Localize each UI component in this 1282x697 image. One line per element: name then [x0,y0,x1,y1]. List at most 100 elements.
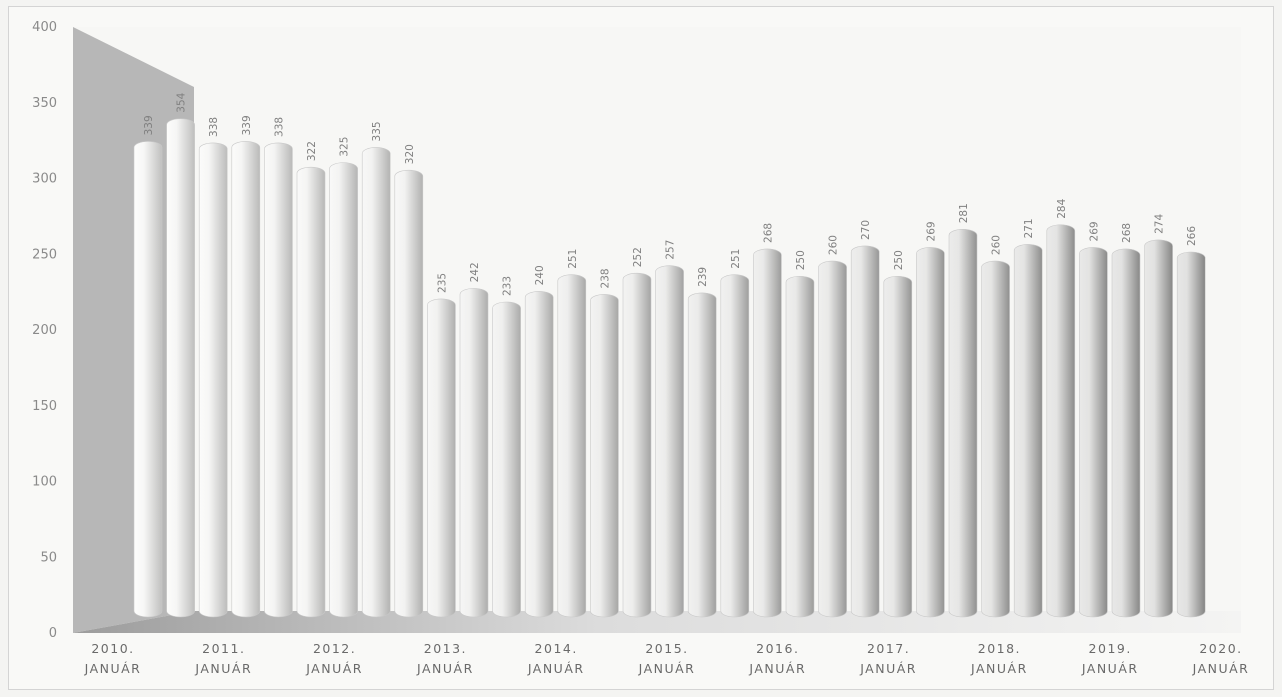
value-label-31: 274 [1154,214,1166,234]
y-tick-label: 300 [32,172,57,187]
value-label-7: 335 [371,121,383,141]
value-label-19: 268 [762,223,774,243]
bar-7 [361,147,391,618]
x-month-label: JANUÁR [305,661,363,676]
value-label-32: 266 [1186,226,1198,246]
x-year-label: 2011. [202,641,245,656]
x-month-label: JANUÁR [527,661,585,676]
bar-chart: 0 50 100 150 200 250 300 350 400 339 354 338 339 338… [32,20,1250,676]
y-tick-label: 200 [32,323,57,338]
x-year-label: 2013. [424,641,467,656]
bar-15 [622,272,652,618]
x-month-label: JANUÁR [1081,661,1139,676]
value-label-25: 281 [958,203,970,223]
bar-26 [981,260,1010,618]
y-tick-label: 250 [32,247,57,262]
bar-30 [1111,248,1141,618]
bar-27 [1013,244,1043,618]
x-month-label: JANUÁR [416,661,474,676]
y-axis: 0 50 100 150 200 250 300 350 400 [32,20,57,641]
x-year-label: 2010. [91,641,134,656]
x-axis: 2010. JANUÁR 2011. JANUÁR 2012. JANUÁR 2013. JA… [84,641,1250,676]
y-tick-label: 50 [40,550,57,565]
value-label-1: 354 [176,92,188,112]
bar-14 [590,294,619,618]
bar-8 [394,169,424,618]
x-year-label: 2020. [1199,641,1242,656]
chart-floor [73,611,1241,633]
bar-10 [459,288,489,618]
x-year-label: 2018. [978,641,1021,656]
value-label-6: 325 [339,137,351,157]
bar-32 [1176,251,1206,618]
chart-side-wall [73,27,194,633]
bar-12 [524,291,554,618]
x-year-label: 2014. [535,641,578,656]
bar-5 [296,166,326,618]
bars-group [73,118,1241,633]
bar-24 [916,247,945,618]
bar-22 [850,245,880,618]
value-label-8: 320 [404,144,416,164]
bar-18 [720,274,750,618]
y-tick-label: 350 [32,96,57,111]
value-label-12: 240 [534,265,546,285]
y-tick-label: 0 [49,626,57,641]
bar-25 [948,229,978,618]
bar-28 [1046,224,1076,618]
bar-17 [687,292,717,618]
value-label-28: 284 [1056,198,1068,218]
value-label-29: 269 [1088,221,1100,241]
value-label-3: 339 [241,115,253,135]
x-month-label: JANUÁR [859,661,917,676]
value-label-14: 238 [599,268,611,288]
value-label-10: 242 [469,262,481,282]
bar-9 [427,298,456,618]
value-label-0: 339 [143,115,155,135]
x-month-label: JANUÁR [194,661,252,676]
x-month-label: JANUÁR [638,661,696,676]
bar-1 [166,118,195,618]
value-label-18: 251 [730,249,742,269]
bar-6 [329,162,358,618]
value-label-13: 251 [567,249,579,269]
value-label-15: 252 [632,247,644,267]
bar-13 [557,274,587,618]
value-label-2: 338 [208,117,220,137]
value-label-9: 235 [436,273,448,293]
y-tick-label: 400 [32,20,57,35]
chart-frame: 0 50 100 150 200 250 300 350 400 339 354 338 339 338… [8,6,1274,690]
x-month-label: JANUÁR [84,661,142,676]
bar-19 [753,248,782,618]
x-month-label: JANUÁR [1192,661,1250,676]
bar-21 [818,260,847,618]
bar-23 [883,275,913,618]
value-label-16: 257 [665,240,677,260]
bar-4 [264,142,293,618]
value-labels: 339 354 338 339 338 322 325 335 320 235 242 233 240 2… [143,92,1198,296]
bar-11 [492,301,521,618]
bar-0 [133,141,163,618]
y-tick-label: 100 [32,475,57,490]
bar-16 [655,265,684,618]
bar-3 [231,141,261,618]
x-year-label: 2012. [313,641,356,656]
value-label-23: 250 [893,250,905,270]
bar-31 [1144,239,1173,618]
bar-2 [198,142,228,618]
value-label-30: 268 [1121,223,1133,243]
bar-20 [785,275,815,618]
x-month-label: JANUÁR [748,661,806,676]
value-label-26: 260 [991,235,1003,255]
value-label-11: 233 [502,276,514,296]
x-year-label: 2015. [645,641,688,656]
x-year-label: 2019. [1089,641,1132,656]
value-label-17: 239 [697,267,709,287]
x-month-label: JANUÁR [970,661,1028,676]
y-tick-label: 150 [32,399,57,414]
value-label-5: 322 [306,141,318,161]
value-label-24: 269 [925,221,937,241]
value-label-27: 271 [1023,218,1035,238]
value-label-4: 338 [273,117,285,137]
value-label-22: 270 [860,220,872,240]
